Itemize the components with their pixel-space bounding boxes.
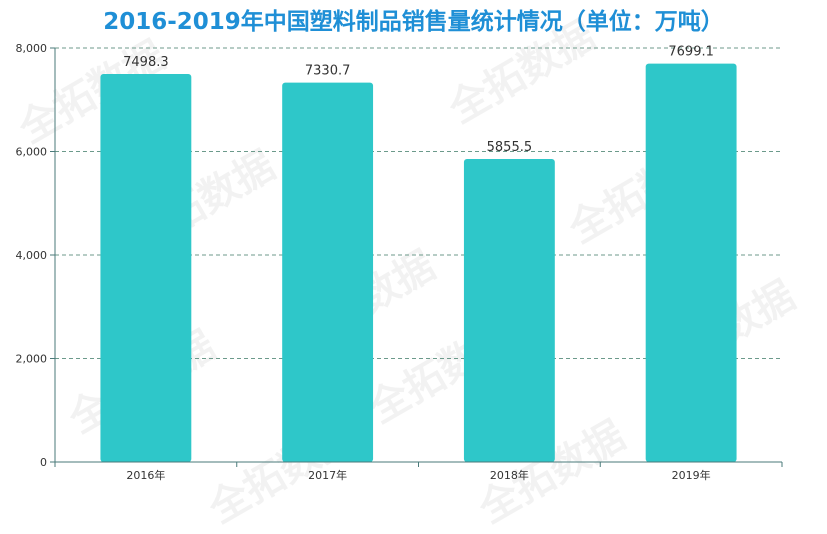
chart-title: 2016-2019年中国塑料制品销售量统计情况（单位：万吨） <box>103 9 724 35</box>
x-tick-label: 2016年 <box>126 468 165 482</box>
data-label: 5855.5 <box>487 140 533 155</box>
x-tick-label: 2017年 <box>308 468 347 482</box>
bar <box>282 82 374 462</box>
y-tick-label: 8,000 <box>16 42 48 55</box>
y-tick-label: 0 <box>40 456 47 469</box>
data-label: 7699.1 <box>668 45 714 60</box>
axes <box>50 47 783 467</box>
bar <box>645 63 737 463</box>
y-tick-label: 6,000 <box>16 146 48 159</box>
x-tick-label: 2018年 <box>490 468 529 482</box>
bar <box>100 73 192 462</box>
bar <box>463 158 555 462</box>
y-tick-label: 4,000 <box>16 249 48 262</box>
bar-chart: 0 2,000 4,000 6,000 8,000 7498.3 2016年 7330.7 20… <box>16 42 783 482</box>
labels: 0 2,000 4,000 6,000 8,000 7498.3 2016年 7330.7 20… <box>16 42 714 482</box>
bars <box>100 63 737 463</box>
x-tick-label: 2019年 <box>672 468 711 482</box>
data-label: 7330.7 <box>305 64 351 79</box>
data-label: 7498.3 <box>123 55 169 70</box>
y-tick-label: 2,000 <box>16 353 48 366</box>
